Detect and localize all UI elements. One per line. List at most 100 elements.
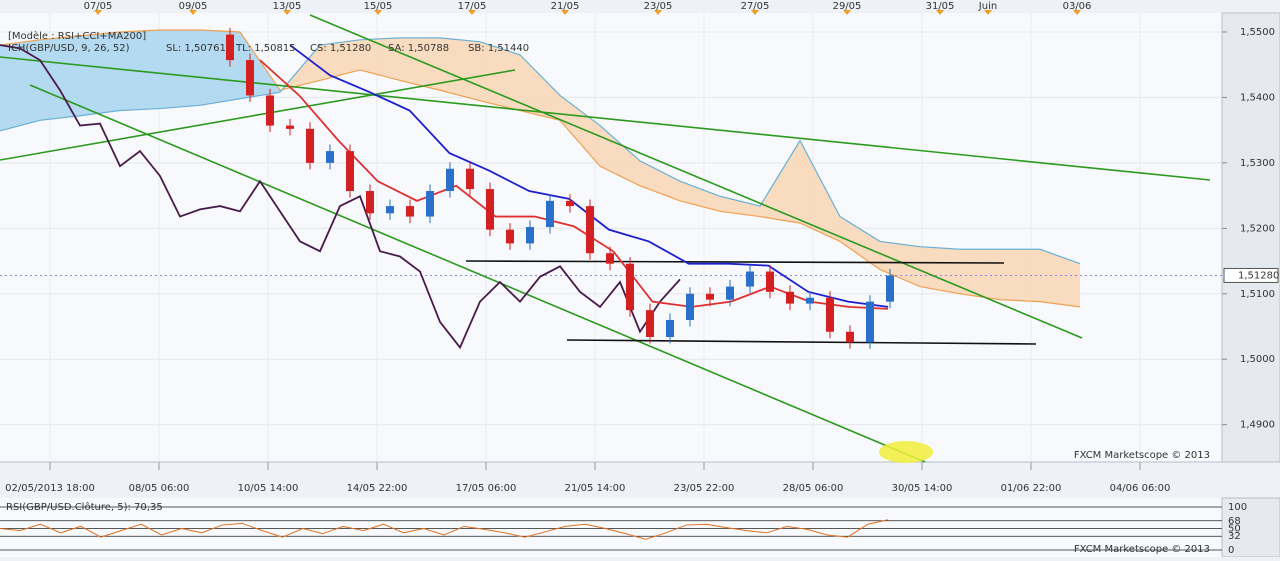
x-tick-label-top: 17/05 [458,1,487,12]
y-tick-label: 68 [1228,516,1241,527]
rsi-line [0,519,889,540]
cloud [680,181,720,212]
x-tick-label: 28/05 06:00 [783,483,844,494]
period-marker [843,10,851,15]
x-tick-label-top: 29/05 [833,1,862,12]
period-marker [936,10,944,15]
x-tick-label-top: 23/05 [644,1,673,12]
indicator-line [259,59,889,310]
candle-body [486,189,494,230]
cloud [80,31,120,116]
rsi-title: RSI(GBP/USD.Clôture, 5): 70,35 [6,501,163,513]
candle-body [846,331,854,343]
x-tick-label-top: 03/06 [1063,1,1092,12]
candle-body [886,275,894,302]
period-marker [654,10,662,15]
x-tick-label-top: Juin [978,1,997,12]
y-tick-label: 1,5100 [1240,289,1275,300]
x-tick-label-top: 27/05 [741,1,770,12]
y-tick-label: 1,5000 [1240,354,1275,365]
candle-body [246,60,254,96]
indicator-line [0,37,1081,265]
y-tick-label: 1,4900 [1240,420,1275,431]
x-tick-label: 08/05 06:00 [129,483,190,494]
horizontal-line [465,260,1005,264]
cloud [800,140,840,242]
candle-body [586,206,594,254]
candle-body [706,293,714,300]
candle-body [686,293,694,320]
cloud [160,30,200,109]
cloud [40,35,80,121]
x-tick-label-top: 13/05 [273,1,302,12]
watermark: FXCM Marketscope © 2013 [1074,544,1210,555]
legend-item: ICH(GBP/USD, 9, 26, 52) [8,43,130,54]
x-tick-label: 23/05 22:00 [674,483,735,494]
legend-item: SA: 1,50788 [388,43,449,54]
candle-body [446,168,454,192]
x-tick-label: 01/06 22:00 [1001,483,1062,494]
legend-item: TL: 1,50815 [235,43,296,54]
period-marker [984,10,992,15]
cloud [400,37,440,91]
horizontal-line [566,339,1037,345]
candle-body [666,319,674,337]
candle-body [806,297,814,304]
price-axis [1221,12,1280,463]
cloud [840,216,880,270]
cloud [0,39,40,131]
cloud [440,37,480,101]
cloud [920,246,960,294]
candle-body [546,200,554,228]
x-tick-label-top: 09/05 [179,1,208,12]
candle-body [426,191,434,217]
period-marker [374,10,382,15]
period-marker [283,10,291,15]
foreground-layer [0,28,894,350]
cloud [320,39,360,81]
candle-body [366,191,374,214]
candle-body [306,128,314,163]
candle-body [506,229,514,244]
x-tick-label: 10/05 14:00 [238,483,299,494]
candle-body [726,286,734,300]
candle-body [766,271,774,292]
x-tick-label-top: 21/05 [551,1,580,12]
x-tick-label-top: 31/05 [926,1,955,12]
y-tick-label: 32 [1228,531,1241,542]
legend-item: CS: 1,51280 [310,43,371,54]
x-tick-label: 02/05/2013 18:00 [5,483,95,494]
period-marker [94,10,102,15]
y-tick-label: 1,5300 [1240,158,1275,169]
y-tick-label: 1,5400 [1240,92,1275,103]
candle-body [526,227,534,244]
candle-body [346,151,354,192]
candle-body [826,297,834,332]
candle-body [606,253,614,264]
trend-line [29,84,926,463]
cloud [560,95,600,167]
x-tick-label-top: 15/05 [364,1,393,12]
cloud [1040,249,1080,307]
candle-body [286,125,294,129]
indicator-line [0,29,1081,308]
trend-line [0,69,516,161]
candle-body [646,310,654,337]
y-tick-label: 1,5200 [1240,223,1275,234]
candle-body [386,206,394,214]
cloud [120,30,160,111]
trend-line [0,56,1211,181]
x-tick-label: 21/05 14:00 [565,483,626,494]
candle-body [326,151,334,163]
candle-body [786,291,794,304]
legend-item: SB: 1,51440 [468,43,529,54]
period-marker [561,10,569,15]
period-marker [1073,10,1081,15]
x-tick-label: 17/05 06:00 [456,483,517,494]
candle-body [626,263,634,311]
rsi-pane [0,498,1222,557]
candle-body [466,168,474,190]
y-tick-label: 1,5500 [1240,27,1275,38]
